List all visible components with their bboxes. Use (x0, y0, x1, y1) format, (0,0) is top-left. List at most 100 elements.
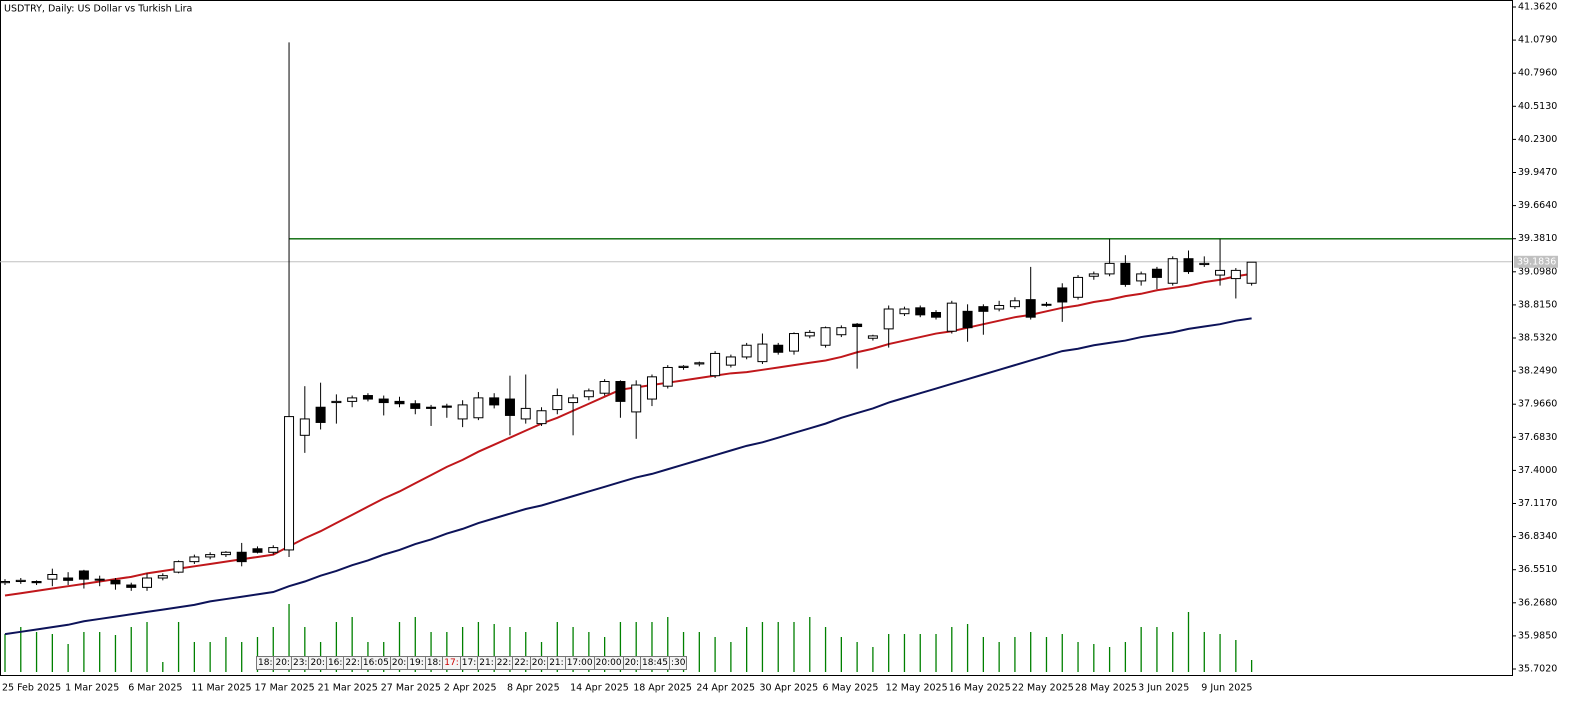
time-marker: 18: (256, 656, 275, 670)
time-marker: 21: (477, 656, 496, 670)
y-tick-label: 36.8340 (1518, 531, 1557, 542)
candle-body (520, 407, 531, 420)
candle-body (725, 356, 736, 366)
time-marker: 20:00 (593, 656, 624, 670)
candle-body (678, 365, 689, 368)
x-tick-label: 16 May 2025 (949, 683, 1011, 694)
candle-body (662, 366, 673, 387)
time-marker: 22: (494, 656, 514, 670)
moving-average (4, 317, 1252, 636)
candle-body (410, 403, 421, 409)
candle-body (646, 376, 657, 400)
candle-body (504, 398, 515, 416)
candle-body (820, 327, 831, 346)
x-tick-label: 21 Mar 2025 (318, 683, 378, 694)
candle-body (331, 400, 342, 404)
x-tick-label: 22 May 2025 (1012, 683, 1074, 694)
candle-body (1104, 262, 1115, 275)
y-tick-label: 38.8150 (1518, 299, 1557, 310)
candle-body (205, 554, 216, 558)
candle-body (252, 548, 263, 553)
candle-body (31, 581, 42, 584)
y-tick-label: 38.2490 (1518, 366, 1557, 377)
y-tick-label: 39.3810 (1518, 233, 1557, 244)
y-tick-label: 37.4000 (1518, 465, 1557, 476)
candle-body (0, 581, 10, 584)
candle-body (1199, 262, 1210, 266)
candle-body (1215, 269, 1226, 276)
candle-body (142, 577, 153, 588)
plot-frame (0, 0, 1513, 676)
candle-body (1246, 261, 1257, 284)
candle-body (994, 304, 1005, 310)
y-tick-label: 40.7960 (1518, 68, 1557, 79)
candle-body (394, 400, 405, 405)
candle-body (536, 410, 547, 425)
candle-body (15, 579, 26, 583)
candle-body (789, 333, 799, 352)
candle-body (710, 352, 721, 377)
candle-body (489, 397, 500, 406)
candle-body (1057, 287, 1068, 303)
time-marker: 20: (529, 656, 549, 670)
x-tick-label: 28 May 2025 (1075, 683, 1137, 694)
candle-body (1009, 300, 1020, 308)
candle-body (915, 307, 926, 316)
y-tick-label: 37.9660 (1518, 399, 1557, 410)
x-tick-label: 6 Mar 2025 (128, 683, 182, 694)
candle-body (1183, 258, 1194, 273)
x-tick-label: 25 Feb 2025 (2, 683, 61, 694)
candle-body (852, 323, 863, 328)
y-tick-label: 36.5510 (1518, 564, 1557, 575)
candle-body (378, 398, 389, 404)
y-tick-label: 37.6830 (1518, 432, 1557, 443)
candle-body (110, 579, 121, 585)
x-tick-label: 24 Apr 2025 (696, 683, 755, 694)
candle-body (694, 362, 705, 365)
candle-body (1230, 269, 1241, 280)
y-tick-label: 35.7020 (1518, 664, 1557, 675)
candle-body (899, 308, 910, 315)
candle-body (362, 395, 373, 400)
candle-body (347, 397, 358, 402)
candle-body (836, 327, 847, 336)
candle-body (978, 306, 989, 312)
candle-body (1025, 299, 1036, 318)
time-marker: 16: (325, 656, 345, 670)
time-marker: 20: (308, 656, 327, 670)
candle-body (173, 561, 184, 573)
moving-average (4, 272, 1252, 597)
candle-body (220, 551, 231, 556)
x-tick-label: 3 Jun 2025 (1138, 683, 1189, 694)
candle-body (1088, 273, 1099, 277)
x-tick-label: 14 Apr 2025 (570, 683, 629, 694)
candle-body (1136, 273, 1147, 282)
candle-body (1073, 276, 1084, 298)
time-marker: 17: (459, 656, 479, 670)
time-marker: 23: (290, 656, 310, 670)
chart-title: USDTRY, Daily: US Dollar vs Turkish Lira (4, 4, 192, 15)
time-marker: 22: (343, 656, 362, 670)
candle-body (946, 302, 957, 332)
x-tick-label: 9 Jun 2025 (1201, 683, 1252, 694)
candle-body (741, 344, 752, 358)
candle-body (473, 397, 484, 419)
y-tick-label: 35.9850 (1518, 630, 1557, 641)
y-tick-label: 37.1170 (1518, 498, 1557, 509)
candle-body (426, 406, 437, 409)
time-marker: 20: (389, 656, 409, 670)
candle-body (631, 384, 642, 413)
y-tick-label: 39.9470 (1518, 167, 1557, 178)
candle-body (1167, 258, 1178, 284)
y-tick-label: 36.2680 (1518, 597, 1557, 608)
x-tick-label: 1 Mar 2025 (65, 683, 119, 694)
candle-body (126, 584, 137, 588)
bid-label-box (1514, 255, 1558, 268)
candle-body (599, 381, 610, 394)
candle-body (804, 331, 815, 337)
time-marker: 21: (547, 656, 566, 670)
time-marker: 18:45 (640, 656, 670, 670)
candle-body (583, 390, 594, 398)
time-marker: 16:05 (360, 656, 391, 670)
